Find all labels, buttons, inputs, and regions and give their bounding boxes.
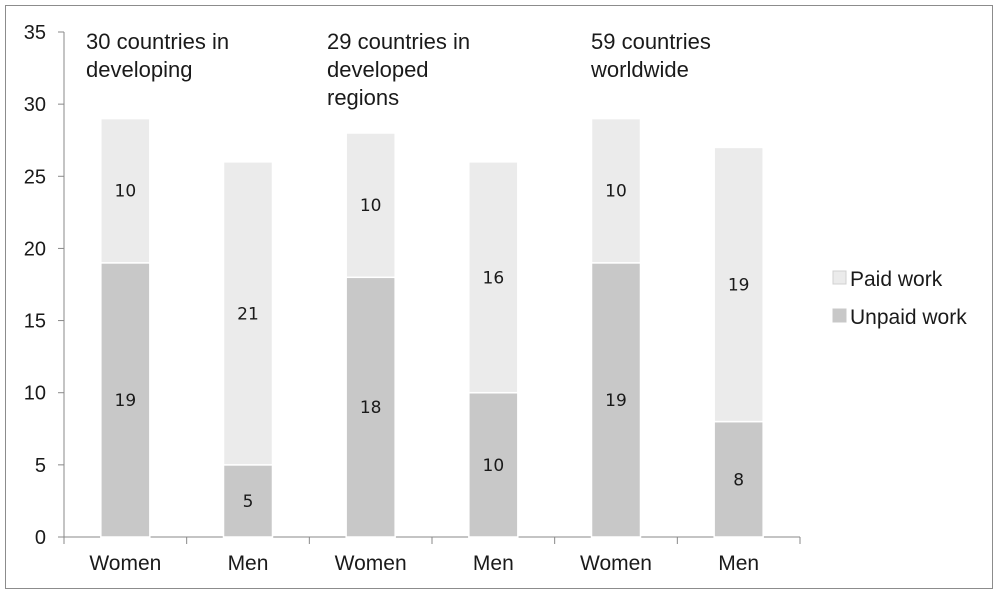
data-label: 10: [115, 182, 137, 202]
bar-segment-unpaid-work: [100, 262, 151, 538]
x-category-label: Men: [228, 552, 269, 575]
group-annotation: 59 countries worldwide: [590, 29, 711, 82]
data-label: 8: [733, 470, 744, 490]
data-label: 5: [243, 492, 254, 512]
y-tick-label: 5: [35, 455, 46, 477]
chart-legend: Paid work Unpaid work: [832, 268, 967, 329]
data-label: 19: [605, 391, 627, 411]
legend-swatch: [832, 308, 847, 323]
bar-segment-paid-work: [345, 132, 396, 279]
data-label: 16: [483, 268, 505, 288]
data-label: 10: [483, 456, 505, 476]
data-label: 10: [360, 196, 382, 216]
x-category-label: Men: [718, 552, 759, 575]
bar-segment-unpaid-work: [468, 391, 519, 538]
y-tick-label: 15: [24, 311, 46, 333]
bar-segment-paid-work: [222, 161, 274, 466]
x-category-label: Men: [473, 552, 514, 575]
chart-labels: 19 10 Women 5 21 Men 18 10 Women 10 16 Men 19 10 Women…: [89, 182, 759, 575]
y-tick-label: 25: [24, 166, 46, 188]
data-label: 18: [360, 398, 382, 418]
chart-axes: 0 5 10 15 20 25 30 35: [24, 22, 801, 549]
bar-segment-paid-work: [100, 117, 151, 264]
group-annotation: 29 countries in developed regions: [327, 29, 470, 110]
legend-label: Unpaid work: [850, 306, 967, 329]
bar-segment-unpaid-work: [713, 420, 764, 538]
bar-segment-unpaid-work: [590, 262, 642, 538]
legend-label: Paid work: [850, 268, 943, 291]
y-tick-label: 20: [24, 238, 46, 260]
data-label: 21: [237, 304, 259, 324]
x-category-label: Women: [580, 552, 652, 575]
data-label: 19: [115, 391, 137, 411]
data-label: 10: [605, 182, 627, 202]
y-tick-label: 30: [24, 94, 46, 116]
legend-swatch: [832, 270, 847, 285]
x-category-label: Women: [89, 552, 161, 575]
bar-segment-paid-work: [713, 146, 764, 423]
x-category-label: Women: [335, 552, 407, 575]
data-label: 19: [728, 276, 750, 296]
bar-segment-unpaid-work: [345, 276, 396, 538]
chart-annotations: 30 countries in developing 29 countries in…: [86, 29, 711, 110]
y-tick-label: 0: [35, 527, 46, 549]
group-annotation: 30 countries in developing: [86, 29, 229, 82]
y-tick-label: 10: [24, 383, 46, 405]
y-tick-label: 35: [24, 22, 46, 44]
chart-bars: [100, 117, 764, 538]
bar-segment-paid-work: [468, 161, 519, 394]
bar-segment-paid-work: [590, 117, 642, 264]
